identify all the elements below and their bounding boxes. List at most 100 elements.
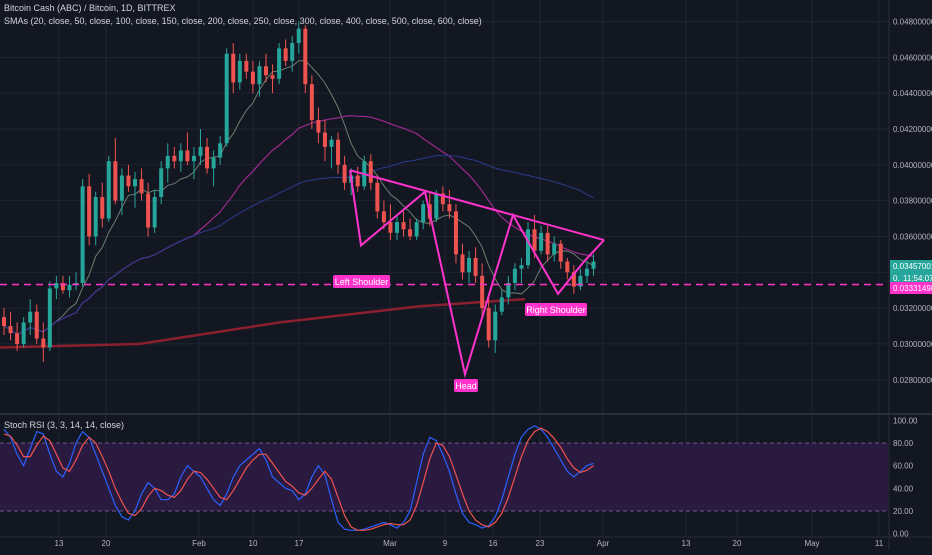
candle-body	[126, 175, 131, 187]
candle-body	[558, 243, 563, 262]
time-tick-label: 11	[875, 539, 884, 548]
price-tick-label: 0.04000000	[893, 161, 932, 170]
candle-body	[486, 308, 491, 341]
candle-body	[159, 168, 164, 198]
candle-body	[257, 66, 262, 85]
rsi-band	[0, 442, 888, 512]
stoch-k-line	[3, 425, 594, 531]
price-tick-label: 0.02800000	[893, 376, 932, 385]
candle-body	[519, 265, 524, 269]
candle-body	[336, 139, 341, 165]
candle-body	[113, 161, 118, 201]
left-shoulder-tag: Left Shoulder	[333, 275, 390, 288]
candle-body	[545, 232, 550, 255]
candle-body	[198, 146, 203, 156]
candle-body	[100, 197, 105, 219]
left-shoulder-label: Left Shoulder	[335, 277, 389, 287]
candle-body	[303, 28, 308, 85]
candle-body	[139, 179, 144, 194]
time-tick-label: 10	[249, 539, 258, 548]
time-tick-label: 16	[489, 539, 498, 548]
head-and-shoulders-pattern	[0, 169, 888, 379]
price-tick-label: 0.03000000	[893, 340, 932, 349]
time-tick-label: 9	[443, 539, 448, 548]
candle-body	[178, 150, 183, 162]
price-tick-label: 0.03200000	[893, 304, 932, 313]
candle-body	[342, 164, 347, 183]
candle-body	[41, 338, 46, 348]
countdown-label: 11:54:07	[903, 274, 932, 283]
time-tick-label: 17	[295, 539, 304, 548]
pattern-upper-trendline	[349, 169, 605, 241]
candle-body	[473, 257, 478, 276]
candle-body	[87, 186, 92, 237]
rsi-tick-label: 40.00	[893, 484, 914, 493]
candle-body	[532, 229, 537, 251]
candle-body	[571, 272, 576, 287]
sma-100-line	[3, 154, 594, 335]
time-tick-label: 23	[536, 539, 545, 548]
rsi-tick-label: 0.00	[893, 530, 909, 539]
candle-body	[408, 229, 413, 237]
candle-body	[270, 75, 275, 79]
candle-body	[54, 283, 59, 289]
price-tick-label: 0.04600000	[893, 53, 932, 62]
candle-body	[237, 60, 242, 83]
candle-body	[67, 284, 72, 291]
candle-body	[34, 311, 39, 339]
candle-body	[414, 222, 419, 237]
candle-body	[493, 311, 498, 341]
candle-body	[381, 211, 386, 223]
candle-body	[218, 143, 223, 158]
candle-body	[322, 132, 327, 147]
candle-body	[28, 311, 33, 323]
stoch-rsi-label: Stoch RSI (3, 3, 14, 14, close)	[4, 420, 124, 430]
candle-body	[565, 261, 570, 273]
right-shoulder-label: Right Shoulder	[526, 305, 586, 315]
countdown-tag: 0. 11:54:07	[890, 272, 932, 284]
candle-body	[165, 155, 170, 169]
candle-body	[152, 197, 157, 228]
time-tick-label: 13	[55, 539, 64, 548]
countdown-prefix: 0.	[893, 274, 900, 283]
price-tick-label: 0.04800000	[893, 17, 932, 26]
candle-body	[290, 42, 295, 61]
candle-body	[434, 193, 439, 219]
candle-body	[506, 283, 511, 298]
candle-body	[368, 161, 373, 183]
time-tick-label: 20	[102, 539, 111, 548]
candle-body	[460, 254, 465, 273]
rsi-tick-label: 20.00	[893, 507, 914, 516]
sma-200-line	[0, 297, 526, 349]
candle-body	[106, 161, 111, 219]
candle-body	[388, 222, 393, 233]
candle-body	[584, 268, 589, 276]
candle-body	[395, 222, 399, 233]
candle-body	[8, 326, 13, 334]
pattern-zigzag	[349, 170, 585, 379]
candle-body	[309, 84, 314, 121]
time-tick-label: Apr	[597, 539, 610, 548]
candle-body	[93, 197, 98, 237]
candle-body	[421, 204, 426, 223]
head-tag: Head	[454, 379, 478, 392]
price-tick-label: 0.04200000	[893, 125, 932, 134]
candle-body	[172, 155, 177, 162]
rsi-tick-label: 80.00	[893, 439, 914, 448]
time-tick-label: Feb	[192, 539, 206, 548]
stoch-rsi-pane	[0, 425, 888, 531]
time-tick-label: Mar	[383, 539, 397, 548]
sma-20-line	[3, 60, 594, 335]
candle-body	[231, 53, 236, 83]
candle-body	[552, 243, 557, 255]
candle-body	[21, 322, 26, 344]
candle-body	[512, 268, 517, 284]
indicator-legend: SMAs (20, close, 50, close, 100, close, …	[4, 16, 482, 26]
candle-body	[277, 48, 282, 79]
candle-body	[591, 261, 596, 269]
candle-body	[250, 71, 255, 85]
candle-body	[47, 288, 52, 348]
